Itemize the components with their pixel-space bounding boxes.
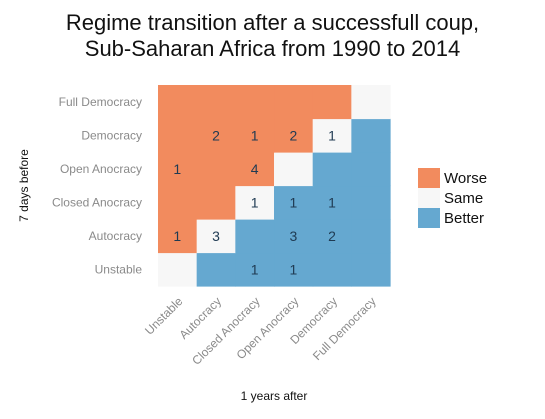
cell-open-anocracy-to-autocracy [196,152,236,187]
legend-swatch-same [418,188,440,208]
y-tick-label-closed-anocracy: Closed Anocracy [52,195,142,209]
cell-democracy-to-democracy [312,118,352,153]
y-tick-label-democracy: Democracy [81,128,142,142]
cell-closed-anocracy-to-closed-anocracy [235,185,275,220]
cell-autocracy-to-open-anocracy [274,219,314,254]
cell-autocracy-to-autocracy [196,219,236,254]
count-label-unstable-to-closed-anocracy: 1 [251,261,259,277]
cell-autocracy-to-unstable [158,219,198,254]
cell-full-democracy-to-democracy [312,85,352,120]
count-label-autocracy-to-autocracy: 3 [212,228,220,244]
legend-label-worse: Worse [444,170,487,187]
count-label-open-anocracy-to-unstable: 1 [173,161,181,177]
count-label-democracy-to-open-anocracy: 2 [289,127,297,143]
x-axis-title: 1 years after [241,389,308,403]
count-label-autocracy-to-open-anocracy: 3 [289,228,297,244]
count-label-unstable-to-open-anocracy: 1 [289,261,297,277]
count-label-autocracy-to-unstable: 1 [173,228,181,244]
chart-title-line-2: Sub-Saharan Africa from 1990 to 2014 [84,36,461,61]
cell-closed-anocracy-to-unstable [158,185,198,220]
count-label-closed-anocracy-to-democracy: 1 [328,194,336,210]
count-label-closed-anocracy-to-closed-anocracy: 1 [251,194,259,210]
count-label-autocracy-to-democracy: 2 [328,228,336,244]
cell-democracy-to-full-democracy [351,118,391,153]
cell-unstable-to-unstable [158,252,198,287]
legend-label-better: Better [444,210,484,227]
cell-open-anocracy-to-democracy [312,152,352,187]
cell-autocracy-to-closed-anocracy [235,219,275,254]
cell-unstable-to-full-democracy [351,252,391,287]
cell-autocracy-to-democracy [312,219,352,254]
cell-open-anocracy-to-full-democracy [351,152,391,187]
cell-full-democracy-to-autocracy [196,85,236,120]
cell-closed-anocracy-to-full-democracy [351,185,391,220]
count-label-democracy-to-closed-anocracy: 1 [251,127,259,143]
cell-unstable-to-open-anocracy [274,252,314,287]
cell-autocracy-to-full-democracy [351,219,391,254]
legend-label-same: Same [444,190,483,207]
cell-full-democracy-to-open-anocracy [274,85,314,120]
cell-democracy-to-autocracy [196,118,236,153]
cell-closed-anocracy-to-democracy [312,185,352,220]
cell-closed-anocracy-to-open-anocracy [274,185,314,220]
count-label-democracy-to-autocracy: 2 [212,127,220,143]
cell-open-anocracy-to-open-anocracy [274,152,314,187]
y-tick-label-full-democracy: Full Democracy [59,95,142,109]
y-tick-label-autocracy: Autocracy [89,229,142,243]
count-label-open-anocracy-to-closed-anocracy: 4 [251,161,259,177]
cell-unstable-to-autocracy [196,252,236,287]
legend-swatch-better [418,208,440,228]
chart-title-line-1: Regime transition after a successfull co… [65,10,480,35]
cell-full-democracy-to-full-democracy [351,85,391,120]
count-label-democracy-to-democracy: 1 [328,127,336,143]
x-tick-label-closed-anocracy: Closed Anocracy [189,294,263,368]
cell-full-democracy-to-closed-anocracy [235,85,275,120]
cell-democracy-to-open-anocracy [274,118,314,153]
cell-closed-anocracy-to-autocracy [196,185,236,220]
cell-unstable-to-democracy [312,252,352,287]
y-axis-title: 7 days before [17,149,31,222]
y-tick-label-unstable: Unstable [95,262,143,276]
cell-full-democracy-to-unstable [158,85,198,120]
cell-unstable-to-closed-anocracy [235,252,275,287]
y-tick-label-open-anocracy: Open Anocracy [60,162,142,176]
cell-open-anocracy-to-unstable [158,152,198,187]
cell-democracy-to-closed-anocracy [235,118,275,153]
cell-open-anocracy-to-closed-anocracy [235,152,275,187]
legend-swatch-worse [418,168,440,188]
count-label-closed-anocracy-to-open-anocracy: 1 [289,194,297,210]
cell-democracy-to-unstable [158,118,198,153]
